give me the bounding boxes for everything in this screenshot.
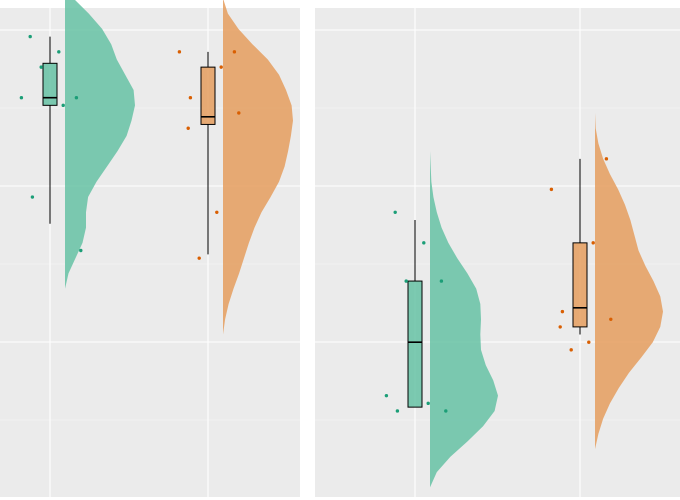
data-point [591,241,595,245]
data-point [61,103,65,108]
data-point [569,348,573,352]
box [200,66,216,125]
data-point [384,393,389,398]
data-point [28,34,32,39]
data-point [426,401,430,406]
data-point [393,210,397,214]
data-point [404,279,408,283]
data-point [549,187,554,192]
data-point [422,241,426,245]
data-point [444,409,448,413]
data-point [560,309,565,314]
panel-left [0,0,300,497]
box [407,280,423,408]
data-point [39,65,43,69]
data-point [186,126,190,130]
box [572,242,588,328]
data-point [177,50,182,54]
data-point [74,95,79,100]
data-point [188,95,193,100]
data-point [439,279,444,283]
panel-right [315,8,680,497]
data-point [604,157,609,161]
data-point [197,256,201,260]
data-point [19,95,24,100]
data-point [215,210,219,214]
data-point [79,248,83,253]
density-cloud [65,0,135,289]
data-point [587,340,591,344]
data-point [609,317,613,321]
density-cloud [430,151,498,488]
density-cloud [223,0,293,335]
box [42,62,58,106]
data-point [395,409,400,413]
data-point [219,65,223,69]
data-point [30,195,35,199]
data-point [558,325,562,329]
data-point [237,111,241,115]
density-cloud [595,112,663,450]
data-point [57,50,61,54]
data-point [232,50,237,54]
